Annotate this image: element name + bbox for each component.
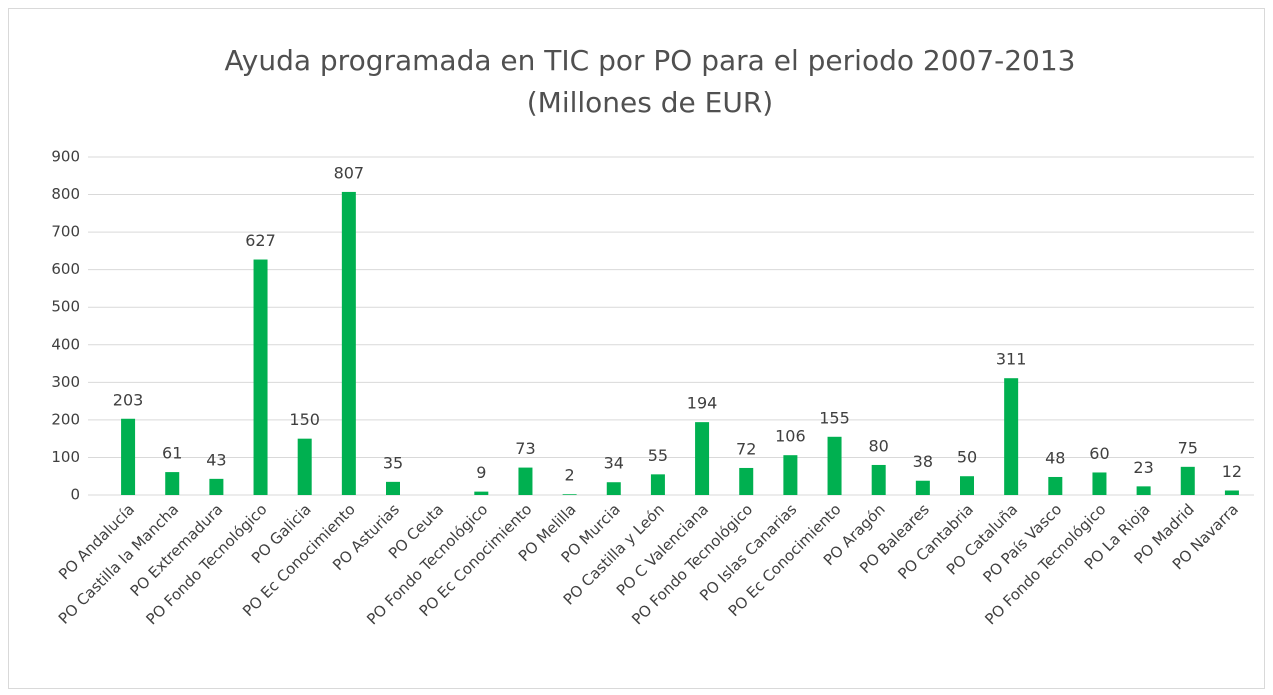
data-label: 9 <box>476 463 486 482</box>
y-tick-label: 500 <box>51 298 80 316</box>
bar <box>165 472 180 495</box>
data-label: 23 <box>1133 458 1153 477</box>
y-tick-label: 700 <box>51 223 80 241</box>
bar <box>827 436 842 495</box>
bar <box>341 191 356 495</box>
bar <box>1136 486 1151 495</box>
data-label: 50 <box>957 448 977 467</box>
data-label: 311 <box>996 350 1027 369</box>
bar <box>1048 476 1063 495</box>
data-label: 627 <box>245 231 276 250</box>
bar <box>650 474 665 495</box>
data-label: 155 <box>819 408 850 427</box>
y-tick-label: 600 <box>51 260 80 278</box>
bar <box>783 455 798 495</box>
y-tick-label: 100 <box>51 448 80 466</box>
data-label: 61 <box>162 444 182 463</box>
bar <box>1180 466 1195 495</box>
data-label: 48 <box>1045 448 1065 467</box>
data-label: 35 <box>383 453 403 472</box>
data-label: 34 <box>604 454 624 473</box>
bar <box>518 467 533 495</box>
y-tick-label: 200 <box>51 410 80 428</box>
data-label: 203 <box>113 390 144 409</box>
bar <box>297 438 312 495</box>
chart-title: Ayuda programada en TIC por PO para el p… <box>225 44 1076 77</box>
bar <box>562 494 577 495</box>
data-label: 106 <box>775 427 806 446</box>
bar <box>739 467 754 495</box>
data-label: 55 <box>648 446 668 465</box>
y-tick-label: 800 <box>51 185 80 203</box>
y-tick-label: 0 <box>70 486 80 504</box>
bar <box>1004 378 1019 495</box>
bar <box>960 476 974 495</box>
data-label: 2 <box>565 466 575 485</box>
bar <box>1092 472 1107 495</box>
data-label: 807 <box>334 163 365 182</box>
bar <box>695 422 710 495</box>
bar <box>915 480 930 495</box>
bar <box>253 259 268 495</box>
data-label: 75 <box>1178 438 1198 457</box>
data-label: 60 <box>1089 444 1109 463</box>
chart-frame <box>8 8 1265 689</box>
bar <box>871 464 886 495</box>
y-tick-label: 400 <box>51 335 80 353</box>
bar <box>606 482 621 495</box>
data-label: 38 <box>913 452 933 471</box>
bar <box>121 418 136 495</box>
chart-subtitle: (Millones de EUR) <box>527 86 773 119</box>
bar <box>474 491 489 495</box>
data-label: 150 <box>289 410 320 429</box>
bar <box>209 478 224 495</box>
data-label: 194 <box>687 394 718 413</box>
data-label: 73 <box>515 439 535 458</box>
data-label: 72 <box>736 439 756 458</box>
data-label: 12 <box>1222 462 1242 481</box>
data-label: 43 <box>206 450 226 469</box>
bar <box>1224 490 1239 495</box>
y-tick-label: 900 <box>51 148 80 166</box>
bar <box>386 481 400 495</box>
y-tick-label: 300 <box>51 373 80 391</box>
data-label: 80 <box>869 436 889 455</box>
